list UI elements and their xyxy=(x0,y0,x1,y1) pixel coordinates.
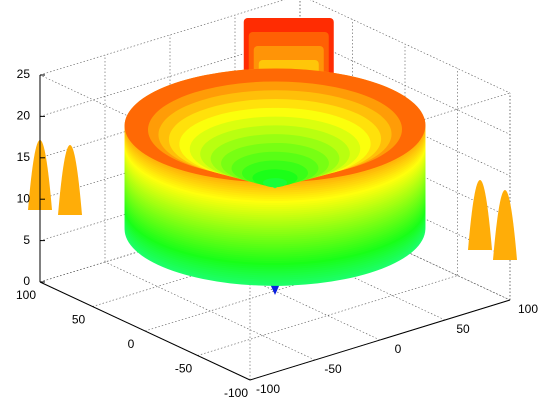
z-tick-label: 20 xyxy=(17,109,31,123)
z-tick-label: 0 xyxy=(23,274,30,288)
surface-spike xyxy=(493,190,517,260)
y-axis xyxy=(39,281,251,381)
x-tick-label: 50 xyxy=(456,322,470,336)
y-tick-label: 100 xyxy=(16,288,36,302)
surface-bowl xyxy=(262,178,288,188)
x-tick-label: -50 xyxy=(324,362,342,376)
z-tick-label: 10 xyxy=(17,191,31,205)
grid-line xyxy=(104,261,316,361)
x-tick-label: 100 xyxy=(518,302,538,316)
z-tick-label: 5 xyxy=(23,233,30,247)
x-tick-label: -100 xyxy=(256,382,280,396)
surface-spike xyxy=(468,180,492,250)
surface-spike xyxy=(58,145,82,215)
y-tick-label: -100 xyxy=(224,386,248,400)
surface xyxy=(28,18,517,295)
z-tick-label: 25 xyxy=(17,67,31,81)
axes: 0 5 10 15 20 25 -100 -50 0 50 100 -100 -50 0 50 100 xyxy=(16,67,538,400)
x-axis xyxy=(249,299,511,381)
y-tick-label: -50 xyxy=(175,362,193,376)
y-tick-label: 0 xyxy=(128,337,135,351)
y-tick-label: 50 xyxy=(72,313,86,327)
grid-line xyxy=(197,275,458,356)
surface-bowl xyxy=(273,186,277,189)
x-tick-label: 0 xyxy=(395,342,402,356)
z-tick-label: 15 xyxy=(17,150,31,164)
